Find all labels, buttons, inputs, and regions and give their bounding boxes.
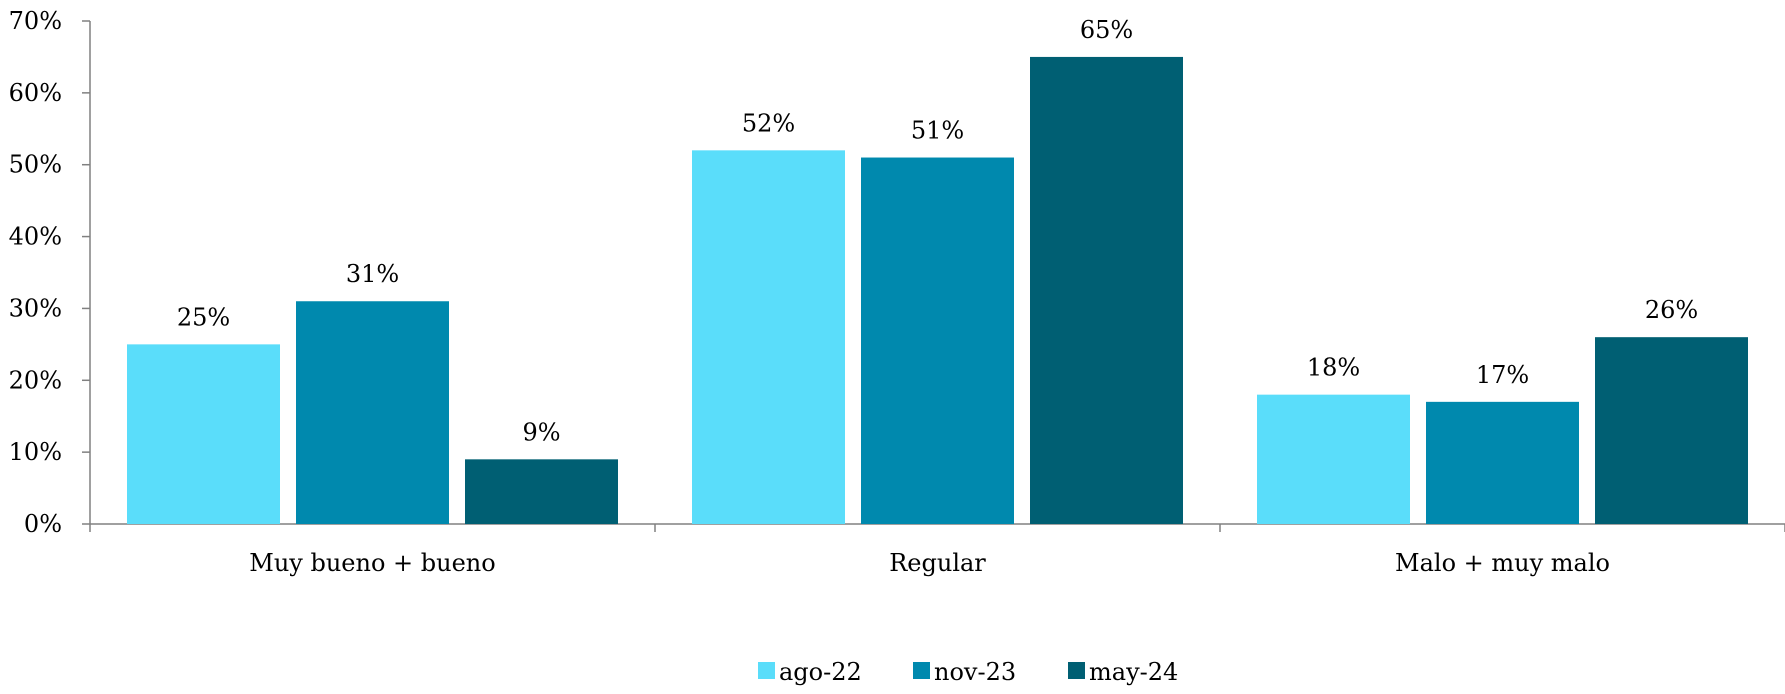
bar-value-label: 25% (177, 303, 230, 331)
legend-label: ago-22 (779, 658, 862, 686)
x-category-label: Muy bueno + bueno (249, 549, 495, 577)
bar-value-label: 26% (1645, 296, 1698, 324)
x-category-label: Regular (889, 549, 986, 577)
y-tick-label: 10% (9, 438, 62, 466)
legend-swatch (913, 662, 930, 679)
data-labels: 25% 31% 9% 52% 51% 65% 18% 17% 26% (177, 16, 1698, 446)
bar-value-label: 65% (1080, 16, 1133, 44)
bar (465, 459, 618, 524)
bars (127, 56, 1748, 525)
legend-swatch (758, 662, 775, 679)
y-tick-label: 0% (24, 510, 62, 538)
bar-value-label: 17% (1476, 361, 1529, 389)
y-tick-label: 20% (9, 366, 62, 394)
bar-value-label: 31% (346, 260, 399, 288)
y-tick-label: 50% (9, 151, 62, 179)
y-tick-label: 70% (9, 7, 62, 35)
bar (1426, 401, 1579, 524)
bar (1030, 56, 1183, 525)
bar-value-label: 51% (911, 117, 964, 145)
bar (861, 157, 1014, 524)
bar (692, 150, 845, 525)
bar (127, 344, 280, 524)
y-tick-label: 40% (9, 223, 62, 251)
y-tick-label: 30% (9, 294, 62, 322)
legend-swatch (1068, 662, 1085, 679)
y-tick-label: 60% (9, 79, 62, 107)
bar (1257, 394, 1410, 524)
bar-value-label: 52% (742, 109, 795, 137)
y-axis: 0% 10% 20% 30% 40% 50% 60% 70% (9, 7, 91, 538)
legend-label: may-24 (1089, 658, 1178, 686)
bar-value-label: 9% (522, 418, 560, 446)
x-category-label: Malo + muy malo (1395, 549, 1610, 577)
bar-value-label: 18% (1307, 354, 1360, 382)
x-axis: Muy bueno + bueno Regular Malo + muy malo (89, 523, 1785, 577)
legend-label: nov-23 (934, 658, 1016, 686)
bar (1595, 337, 1748, 524)
legend: ago-22 nov-23 may-24 (758, 658, 1178, 686)
bar (296, 301, 449, 524)
